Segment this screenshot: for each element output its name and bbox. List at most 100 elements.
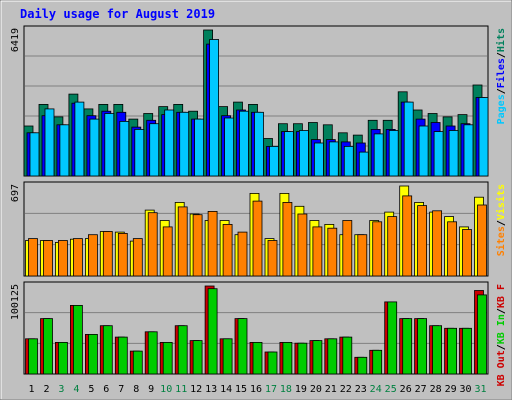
x-tick-label: 7 (118, 384, 124, 395)
bar-pages (403, 101, 414, 177)
legend-entry: Pages (496, 94, 507, 124)
bar-pages (104, 113, 115, 177)
bar-pages (89, 118, 100, 177)
visits-sites-panel: 697 Sites/Visits (10, 181, 507, 277)
legend-separator: / (496, 308, 507, 314)
legend-entry: Hits (495, 28, 507, 52)
bar-sites (387, 216, 398, 277)
bar-kb-in (207, 288, 218, 375)
x-tick-label: 30 (459, 384, 471, 395)
bar-sites (207, 210, 218, 277)
legend-entry: KB Out (496, 350, 507, 386)
y-axis-max-label: 100125 (10, 284, 21, 320)
bar-pages (373, 133, 384, 177)
bar-kb-in (117, 336, 128, 375)
bar-sites (342, 220, 353, 277)
x-tick-label: 16 (250, 384, 262, 395)
bar-pages (164, 109, 175, 177)
x-tick-label: 8 (133, 384, 139, 395)
legend: Pages/Files/Hits (495, 28, 507, 124)
bar-pages (149, 123, 160, 177)
bar-kb-in (477, 294, 487, 375)
bar-pages (59, 124, 70, 177)
legend-entry: Sites (495, 226, 507, 256)
legend-separator: / (496, 52, 507, 58)
legend-entry: KB F (496, 284, 507, 308)
bar-kb-in (432, 325, 443, 375)
bar-pages (224, 117, 235, 177)
bar-pages (418, 125, 429, 177)
legend: KB Out/KB In/KB F (496, 284, 507, 386)
bar-sites (177, 206, 188, 277)
bar-pages (298, 130, 309, 177)
bar-pages (239, 110, 249, 177)
x-tick-label: 31 (474, 384, 486, 395)
x-tick-label: 19 (295, 384, 307, 395)
day-labels: 1 2 3 4 5 6 7 8 9 10 11 12 13 14 15 16 17 18 19 20 21 22 23 24 2… (28, 384, 486, 395)
x-tick-label: 6 (103, 384, 109, 395)
bar-sites (462, 229, 472, 277)
bar-pages (134, 128, 145, 177)
bar-sites (477, 204, 487, 277)
chart-title: Daily usage for August 2019 (20, 7, 215, 21)
bar-kb-in (132, 350, 143, 375)
bar-sites (117, 232, 128, 277)
x-tick-label: 18 (280, 384, 292, 395)
bar-pages (328, 141, 339, 177)
legend: Sites/Visits (495, 184, 507, 256)
bar-sites (28, 238, 38, 277)
bar-pages (74, 101, 85, 177)
y-axis-max-label: 697 (10, 184, 21, 202)
bar-kb-in (43, 318, 53, 375)
x-tick-label: 29 (445, 384, 457, 395)
bar-pages (448, 130, 459, 177)
bar-pages (194, 118, 205, 177)
x-tick-label: 10 (160, 384, 172, 395)
x-tick-label: 23 (355, 384, 367, 395)
bar-kb-in (88, 333, 98, 375)
bar-kb-in (177, 325, 188, 375)
bar-sites (447, 221, 458, 277)
x-tick-label: 15 (235, 384, 247, 395)
bar-kb-in (58, 341, 68, 375)
bar-sites (297, 213, 308, 277)
x-tick-label: 27 (415, 384, 427, 395)
bar-kb-in (372, 349, 383, 375)
bar-kb-in (342, 336, 353, 375)
bar-kb-in (357, 356, 368, 375)
x-tick-label: 1 (28, 384, 34, 395)
bar-kb-in (192, 340, 203, 375)
bar-kb-in (147, 331, 158, 375)
legend-separator: / (496, 220, 507, 226)
bar-pages (119, 121, 130, 177)
x-tick-label: 25 (385, 384, 397, 395)
bar-sites (372, 221, 383, 277)
bar-kb-in (162, 341, 173, 375)
bar-sites (327, 227, 338, 277)
bar-sites (58, 240, 68, 277)
legend-entry: KB In (496, 314, 507, 344)
bar-sites (102, 231, 113, 277)
bar-sites (43, 240, 53, 277)
x-tick-label: 11 (175, 384, 187, 395)
bar-sites (432, 210, 443, 277)
bar-sites (222, 223, 233, 277)
bar-sites (267, 240, 278, 277)
bar-sites (312, 226, 323, 277)
bar-kb-in (267, 351, 278, 375)
bar-pages (29, 132, 40, 177)
y-axis-max-label: 6419 (10, 28, 21, 52)
bar-kb-in (297, 342, 308, 375)
x-tick-label: 22 (340, 384, 352, 395)
bar-sites (252, 200, 263, 277)
bar-kb-in (417, 318, 428, 375)
bar-pages (254, 111, 264, 177)
x-tick-label: 26 (400, 384, 412, 395)
bar-pages (388, 130, 399, 177)
bar-sites (147, 212, 158, 277)
bar-pages (358, 151, 369, 177)
bar-pages (313, 142, 324, 177)
bar-pages (269, 145, 279, 177)
